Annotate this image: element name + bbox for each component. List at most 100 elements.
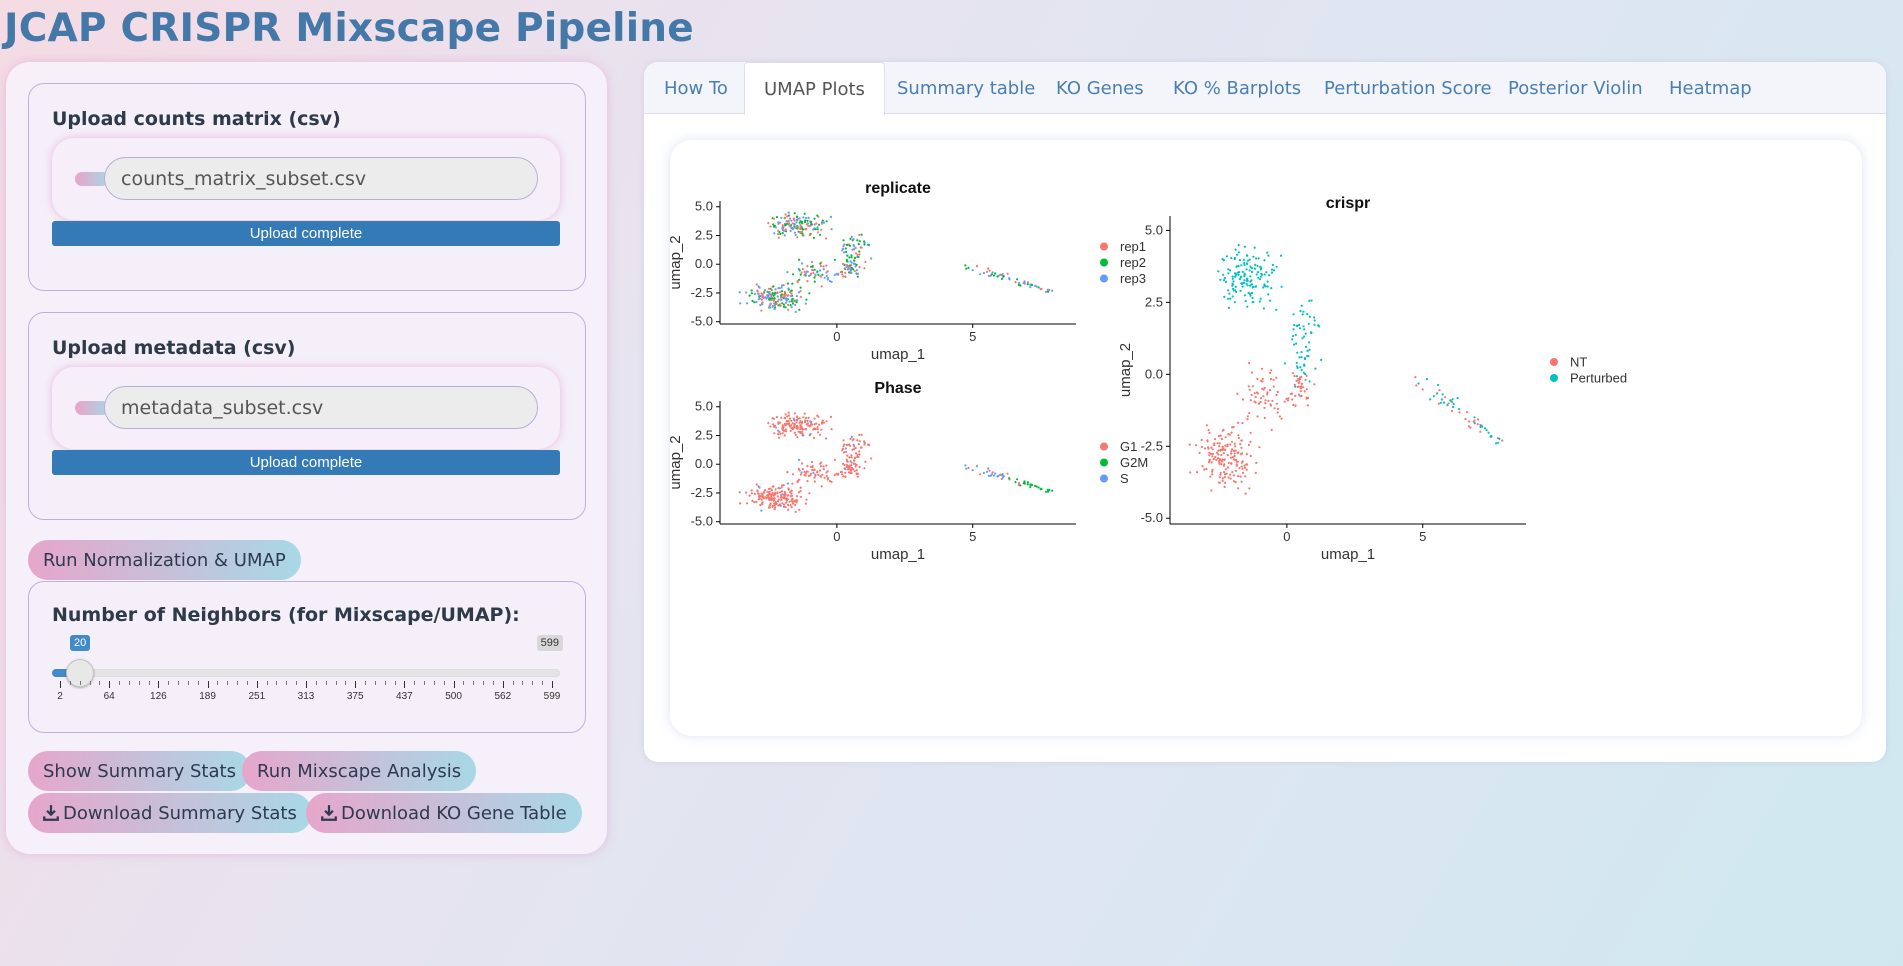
data-point bbox=[1456, 397, 1459, 400]
data-point bbox=[767, 493, 770, 496]
data-point bbox=[856, 239, 859, 242]
data-point bbox=[1303, 390, 1306, 393]
data-point bbox=[1000, 473, 1003, 477]
data-point bbox=[793, 500, 797, 503]
data-point bbox=[1014, 481, 1017, 484]
data-point bbox=[802, 228, 805, 231]
data-point bbox=[807, 474, 811, 477]
counts-file-input[interactable]: counts_matrix_subset.csv bbox=[104, 157, 538, 200]
data-point bbox=[1304, 345, 1308, 348]
tab-perturbation-score[interactable]: Perturbation Score bbox=[1324, 78, 1492, 99]
data-point bbox=[763, 290, 766, 293]
data-point bbox=[790, 292, 793, 295]
data-point bbox=[789, 229, 792, 232]
run-normalization-button[interactable]: Run Normalization & UMAP bbox=[28, 540, 301, 580]
tab-ko-genes[interactable]: KO Genes bbox=[1056, 78, 1144, 99]
tab-heatmap[interactable]: Heatmap bbox=[1669, 78, 1752, 99]
data-point bbox=[1205, 467, 1208, 471]
data-point bbox=[767, 293, 770, 296]
data-point bbox=[1476, 418, 1480, 421]
data-point bbox=[1432, 395, 1435, 398]
data-point bbox=[845, 450, 848, 453]
counts-browse-button[interactable] bbox=[75, 172, 109, 186]
data-point bbox=[820, 228, 823, 231]
data-point bbox=[1234, 285, 1237, 288]
data-point bbox=[780, 290, 784, 293]
y-tick-label: -5.0 bbox=[691, 514, 713, 529]
data-point bbox=[1018, 482, 1021, 485]
data-point bbox=[739, 502, 742, 505]
data-point bbox=[1234, 469, 1238, 472]
data-point bbox=[779, 304, 782, 307]
tab-posterior-violin[interactable]: Posterior Violin bbox=[1508, 78, 1643, 99]
data-point bbox=[965, 267, 968, 270]
data-point bbox=[779, 232, 782, 236]
x-tick-label: 0 bbox=[833, 529, 840, 544]
metadata-file-input[interactable]: metadata_subset.csv bbox=[104, 386, 538, 429]
tab-how-to[interactable]: How To bbox=[664, 78, 728, 99]
data-point bbox=[808, 234, 811, 237]
data-point bbox=[773, 308, 776, 311]
data-point bbox=[1233, 442, 1236, 445]
data-point bbox=[1261, 380, 1264, 383]
data-point bbox=[820, 285, 823, 288]
data-point bbox=[794, 303, 797, 307]
data-point bbox=[847, 471, 851, 474]
data-point bbox=[768, 504, 771, 507]
data-point bbox=[1234, 481, 1237, 484]
neighbors-slider-track[interactable] bbox=[52, 669, 560, 677]
data-point bbox=[800, 462, 804, 465]
run-mixscape-button[interactable]: Run Mixscape Analysis bbox=[242, 751, 477, 791]
data-point bbox=[1300, 368, 1303, 372]
data-point bbox=[857, 255, 860, 259]
metadata-browse-button[interactable] bbox=[75, 401, 109, 415]
data-point bbox=[772, 294, 775, 297]
data-point bbox=[816, 428, 819, 431]
show-summary-button[interactable]: Show Summary Stats bbox=[28, 751, 251, 791]
data-point bbox=[1468, 420, 1471, 423]
data-point bbox=[1219, 434, 1222, 437]
data-point bbox=[1304, 372, 1307, 376]
data-point bbox=[821, 419, 824, 422]
data-point bbox=[751, 499, 754, 502]
data-point bbox=[867, 243, 870, 246]
data-point bbox=[1231, 426, 1234, 429]
data-point bbox=[1305, 388, 1308, 391]
data-point bbox=[864, 460, 867, 463]
data-point bbox=[763, 490, 766, 493]
data-point bbox=[750, 292, 753, 295]
data-point bbox=[795, 299, 799, 302]
data-point bbox=[1267, 254, 1270, 257]
data-point bbox=[854, 252, 858, 255]
data-point bbox=[776, 495, 779, 498]
tab-summary-table[interactable]: Summary table bbox=[897, 78, 1036, 99]
tab-ko-barplots[interactable]: KO % Barplots bbox=[1173, 78, 1302, 99]
x-tick-label: 5 bbox=[969, 529, 976, 544]
data-point bbox=[804, 428, 807, 431]
data-point bbox=[798, 269, 801, 272]
data-point bbox=[1237, 265, 1240, 268]
slider-minor-tick bbox=[384, 681, 386, 685]
download-ko-button[interactable]: Download KO Gene Table bbox=[306, 793, 582, 833]
data-point bbox=[799, 427, 802, 430]
slider-minor-tick bbox=[89, 681, 91, 685]
data-point bbox=[1220, 453, 1223, 457]
data-point bbox=[849, 437, 852, 440]
slider-minor-tick bbox=[483, 681, 485, 685]
data-point bbox=[1302, 371, 1305, 374]
data-point bbox=[1227, 433, 1230, 436]
data-point bbox=[806, 419, 809, 422]
data-point bbox=[1259, 268, 1263, 271]
data-point bbox=[813, 217, 816, 220]
data-point bbox=[1207, 446, 1210, 449]
download-summary-button[interactable]: Download Summary Stats bbox=[28, 793, 312, 833]
data-point bbox=[1254, 396, 1257, 399]
data-point bbox=[813, 280, 816, 283]
data-point bbox=[806, 265, 809, 268]
data-point bbox=[1029, 486, 1032, 489]
data-point bbox=[808, 225, 811, 228]
tab-umap-plots[interactable]: UMAP Plots bbox=[744, 62, 885, 115]
data-point bbox=[776, 295, 779, 298]
y-axis-label: umap_2 bbox=[670, 435, 684, 489]
data-point bbox=[1291, 398, 1294, 401]
